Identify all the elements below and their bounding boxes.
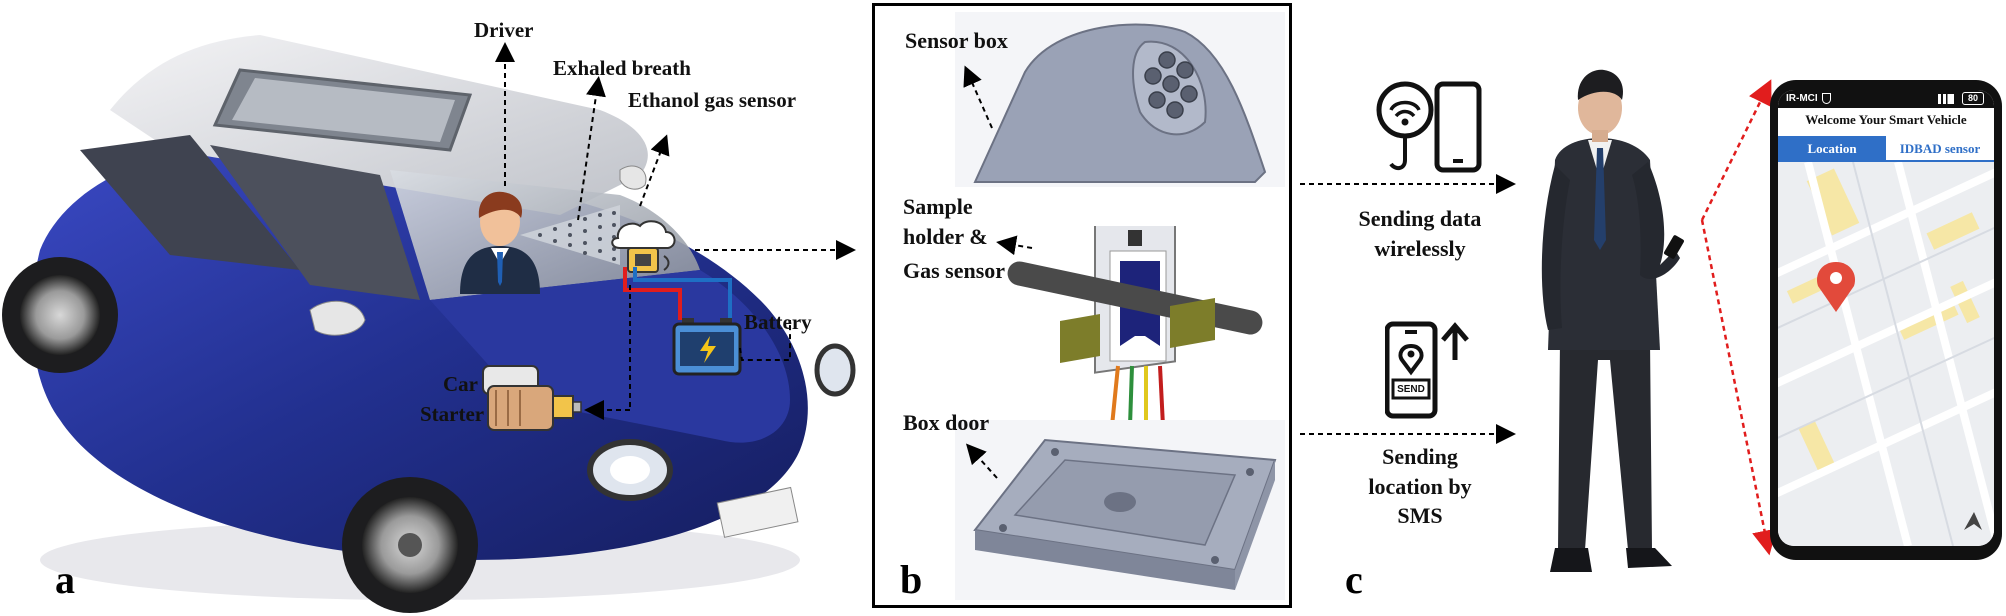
label-starter: Starter — [420, 402, 485, 426]
panel-letter-b: b — [900, 557, 923, 602]
label-sample: Sample — [903, 194, 973, 219]
shield-icon — [1822, 93, 1831, 104]
sample-holder-render — [1007, 226, 1263, 426]
car-starter-icon — [482, 365, 582, 431]
label-ethanol-sensor: Ethanol gas sensor — [628, 88, 797, 112]
label-exhaled-breath: Exhaled breath — [553, 56, 691, 80]
phone-screen: IR-MCI 80 Welcome Your Smart Vehicle Loc… — [1778, 90, 1994, 546]
ethanol-sensor-icon — [611, 220, 676, 273]
businessman-figure — [1541, 69, 1684, 572]
label-battery: Battery — [744, 310, 812, 334]
navigation-arrow-icon — [1964, 512, 1982, 530]
panel-a-arrows — [495, 42, 856, 420]
phone-mockup: IR-MCI 80 Welcome Your Smart Vehicle Loc… — [1770, 80, 2002, 560]
status-bar: IR-MCI 80 — [1778, 90, 1994, 108]
panel-letter-a: a — [55, 557, 75, 602]
label-sensor-box: Sensor box — [905, 28, 1008, 53]
signal-icon — [1938, 94, 1954, 104]
panel-b-arrows — [963, 65, 1033, 479]
label-driver: Driver — [474, 18, 534, 42]
sms-phone-icon — [1385, 321, 1469, 419]
breath-stream — [520, 205, 620, 265]
battery-level: 80 — [1962, 92, 1984, 105]
app-title: Welcome Your Smart Vehicle — [1805, 112, 1967, 127]
box-door-render — [955, 420, 1285, 600]
label-sending-data: Sending data wirelessly — [1358, 206, 1482, 261]
label-box-door: Box door — [903, 410, 990, 435]
battery-wiring — [623, 267, 732, 320]
map-view[interactable] — [1778, 162, 1994, 546]
tab-location[interactable]: Location — [1778, 136, 1886, 162]
label-holder: holder & — [903, 224, 988, 249]
carrier-label: IR-MCI — [1786, 93, 1818, 104]
sensor-box-render — [955, 12, 1285, 187]
wireless-phone-icon — [1376, 81, 1482, 173]
location-pin-icon — [1816, 262, 1856, 312]
send-label: SEND — [1397, 384, 1425, 395]
panel-letter-c: c — [1345, 557, 1363, 602]
label-gas-sensor: Gas sensor — [903, 258, 1006, 283]
label-sending-location: Sending location by SMS — [1368, 444, 1472, 529]
label-car: Car — [443, 372, 478, 396]
battery-icon — [672, 318, 742, 376]
tab-idbad-sensor[interactable]: IDBAD sensor — [1886, 136, 1994, 162]
driver-icon — [460, 191, 540, 294]
